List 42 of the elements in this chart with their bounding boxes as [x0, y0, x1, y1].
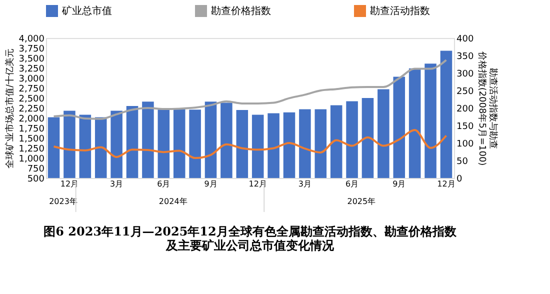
y-tick-label: 4,000 [18, 34, 45, 44]
y-tick-label: 750 [27, 164, 45, 174]
x-tick-label: 9月 [392, 180, 406, 188]
y2-tick-label: 200 [456, 104, 474, 114]
text: 2023年 [49, 197, 78, 206]
y-tick-label: 3,250 [18, 64, 45, 74]
legend-label: 勘查活动指数 [370, 5, 430, 17]
y-tick-label: 1,250 [18, 144, 45, 154]
y-tick-label: 1,750 [18, 124, 45, 134]
y-tick-label: 3,000 [18, 74, 45, 84]
y2-tick-label: 0 [456, 174, 462, 184]
x-tick-label: 9月 [204, 180, 218, 188]
y2-tick-label: 300 [456, 70, 474, 80]
y2-axis-title: 勘查活动指数与勘查价格指数(2008年5月=100) [476, 50, 499, 166]
legend-label: 勘查价格指数 [211, 5, 271, 17]
x-tick-label: 6月 [157, 180, 170, 188]
y-tick-label: 3,750 [18, 44, 45, 54]
y-tick-label: 3,500 [18, 54, 45, 64]
x-tick-label: 3月 [298, 180, 312, 188]
y-tick-label: 2,000 [18, 114, 45, 124]
y-tick-label: 2,250 [18, 104, 45, 114]
y2-tick-label: 150 [456, 122, 474, 132]
line-series [52, 59, 448, 120]
y-tick-label: 1,500 [18, 134, 45, 144]
text: 图6 2023年11月—2025年12月全球有色全属勘查活动指数、勘查价格指数及主要矿业公司总市值变化情况 [44, 224, 458, 252]
y2-tick-label: 350 [456, 52, 474, 62]
y2-tick-label: 100 [456, 140, 474, 150]
y-tick-label: 2,500 [18, 94, 45, 104]
text: 2025年 [347, 197, 376, 206]
text: 2024年 [158, 197, 188, 206]
y2-tick-label: 50 [456, 157, 468, 167]
y-tick-label: 2,750 [18, 84, 45, 94]
x-tick-label: 12月 [437, 180, 456, 188]
x-tick-label: 3月 [110, 180, 124, 188]
y-tick-label: 1,000 [18, 154, 45, 164]
x-tick-label: 6月 [345, 180, 359, 188]
line-series [52, 129, 448, 160]
y-tick-label: 500 [27, 174, 45, 184]
legend-label: 矿业总市值 [61, 5, 112, 17]
y2-tick-label: 250 [456, 87, 474, 97]
y-axis-title: 全球矿业市场总市值/十亿美元 [4, 48, 16, 169]
y2-tick-label: 400 [456, 34, 474, 44]
